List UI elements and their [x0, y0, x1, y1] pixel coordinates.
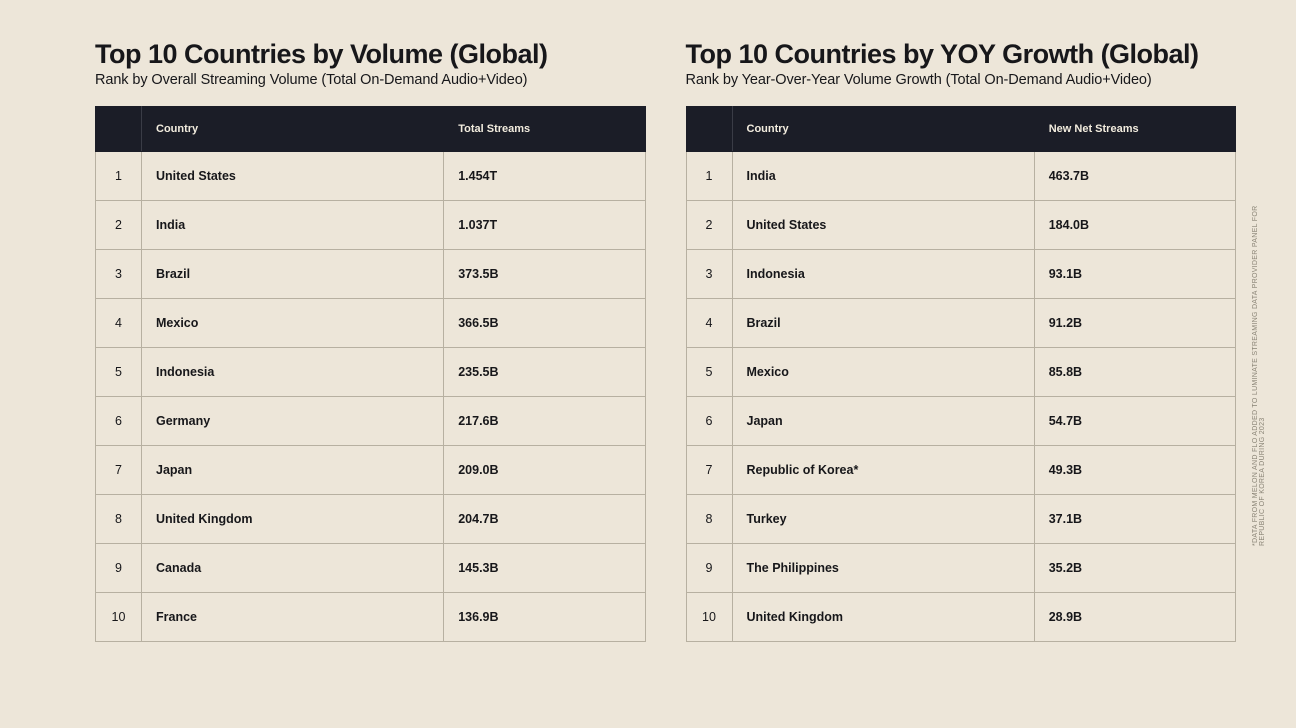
- value-cell: 373.5B: [444, 249, 645, 298]
- growth-title: Top 10 Countries by YOY Growth (Global): [686, 40, 1237, 70]
- table-row: 10United Kingdom28.9B: [686, 592, 1236, 641]
- table-row: 3Brazil373.5B: [96, 249, 646, 298]
- country-cell: Germany: [142, 396, 444, 445]
- country-cell: France: [142, 592, 444, 641]
- value-cell: 28.9B: [1034, 592, 1235, 641]
- country-cell: India: [142, 200, 444, 249]
- rank-cell: 1: [686, 151, 732, 200]
- volume-title: Top 10 Countries by Volume (Global): [95, 40, 646, 70]
- growth-header-rank: [686, 106, 732, 151]
- rank-cell: 10: [96, 592, 142, 641]
- table-row: 3Indonesia93.1B: [686, 249, 1236, 298]
- table-row: 10France136.9B: [96, 592, 646, 641]
- table-row: 5Indonesia235.5B: [96, 347, 646, 396]
- rank-cell: 10: [686, 592, 732, 641]
- table-row: 1United States1.454T: [96, 151, 646, 200]
- volume-panel: Top 10 Countries by Volume (Global) Rank…: [95, 40, 646, 642]
- country-cell: Brazil: [142, 249, 444, 298]
- country-cell: Republic of Korea*: [732, 445, 1034, 494]
- table-row: 2India1.037T: [96, 200, 646, 249]
- rank-cell: 9: [686, 543, 732, 592]
- table-row: 6Germany217.6B: [96, 396, 646, 445]
- table-row: 6Japan54.7B: [686, 396, 1236, 445]
- value-cell: 85.8B: [1034, 347, 1235, 396]
- rank-cell: 2: [96, 200, 142, 249]
- growth-header-country: Country: [732, 106, 1034, 151]
- growth-header-value: New Net Streams: [1034, 106, 1235, 151]
- rank-cell: 5: [96, 347, 142, 396]
- table-row: 7Japan209.0B: [96, 445, 646, 494]
- value-cell: 1.454T: [444, 151, 645, 200]
- value-cell: 145.3B: [444, 543, 645, 592]
- country-cell: Japan: [142, 445, 444, 494]
- value-cell: 209.0B: [444, 445, 645, 494]
- rank-cell: 4: [96, 298, 142, 347]
- growth-panel: Top 10 Countries by YOY Growth (Global) …: [686, 40, 1237, 642]
- volume-header-rank: [96, 106, 142, 151]
- country-cell: India: [732, 151, 1034, 200]
- country-cell: Brazil: [732, 298, 1034, 347]
- country-cell: Indonesia: [142, 347, 444, 396]
- value-cell: 49.3B: [1034, 445, 1235, 494]
- country-cell: The Philippines: [732, 543, 1034, 592]
- table-row: 4Brazil91.2B: [686, 298, 1236, 347]
- rank-cell: 7: [686, 445, 732, 494]
- table-row: 1India463.7B: [686, 151, 1236, 200]
- country-cell: United States: [732, 200, 1034, 249]
- rank-cell: 1: [96, 151, 142, 200]
- country-cell: Turkey: [732, 494, 1034, 543]
- country-cell: Indonesia: [732, 249, 1034, 298]
- volume-header-row: Country Total Streams: [96, 106, 646, 151]
- value-cell: 204.7B: [444, 494, 645, 543]
- volume-header-value: Total Streams: [444, 106, 645, 151]
- rank-cell: 8: [96, 494, 142, 543]
- table-row: 7Republic of Korea*49.3B: [686, 445, 1236, 494]
- volume-subtitle: Rank by Overall Streaming Volume (Total …: [95, 72, 646, 88]
- country-cell: United Kingdom: [732, 592, 1034, 641]
- value-cell: 91.2B: [1034, 298, 1235, 347]
- value-cell: 93.1B: [1034, 249, 1235, 298]
- rank-cell: 6: [96, 396, 142, 445]
- table-row: 8Turkey37.1B: [686, 494, 1236, 543]
- value-cell: 37.1B: [1034, 494, 1235, 543]
- rank-cell: 4: [686, 298, 732, 347]
- rank-cell: 7: [96, 445, 142, 494]
- country-cell: Canada: [142, 543, 444, 592]
- table-row: 4Mexico366.5B: [96, 298, 646, 347]
- value-cell: 136.9B: [444, 592, 645, 641]
- table-row: 9Canada145.3B: [96, 543, 646, 592]
- growth-subtitle: Rank by Year-Over-Year Volume Growth (To…: [686, 72, 1237, 88]
- table-row: 8United Kingdom204.7B: [96, 494, 646, 543]
- rank-cell: 5: [686, 347, 732, 396]
- value-cell: 184.0B: [1034, 200, 1235, 249]
- rank-cell: 2: [686, 200, 732, 249]
- rank-cell: 3: [96, 249, 142, 298]
- rank-cell: 8: [686, 494, 732, 543]
- page: Top 10 Countries by Volume (Global) Rank…: [0, 0, 1296, 682]
- volume-table: Country Total Streams 1United States1.45…: [95, 106, 646, 642]
- value-cell: 217.6B: [444, 396, 645, 445]
- growth-header-row: Country New Net Streams: [686, 106, 1236, 151]
- value-cell: 463.7B: [1034, 151, 1235, 200]
- country-cell: United States: [142, 151, 444, 200]
- country-cell: Japan: [732, 396, 1034, 445]
- rank-cell: 6: [686, 396, 732, 445]
- rank-cell: 9: [96, 543, 142, 592]
- country-cell: Mexico: [142, 298, 444, 347]
- growth-table: Country New Net Streams 1India463.7B2Uni…: [686, 106, 1237, 642]
- value-cell: 35.2B: [1034, 543, 1235, 592]
- volume-header-country: Country: [142, 106, 444, 151]
- table-row: 5Mexico85.8B: [686, 347, 1236, 396]
- table-row: 9The Philippines35.2B: [686, 543, 1236, 592]
- value-cell: 366.5B: [444, 298, 645, 347]
- value-cell: 1.037T: [444, 200, 645, 249]
- table-row: 2United States184.0B: [686, 200, 1236, 249]
- value-cell: 235.5B: [444, 347, 645, 396]
- rank-cell: 3: [686, 249, 732, 298]
- footnote: *DATA FROM MELON AND FLO ADDED TO LUMINA…: [1252, 182, 1266, 546]
- country-cell: United Kingdom: [142, 494, 444, 543]
- value-cell: 54.7B: [1034, 396, 1235, 445]
- country-cell: Mexico: [732, 347, 1034, 396]
